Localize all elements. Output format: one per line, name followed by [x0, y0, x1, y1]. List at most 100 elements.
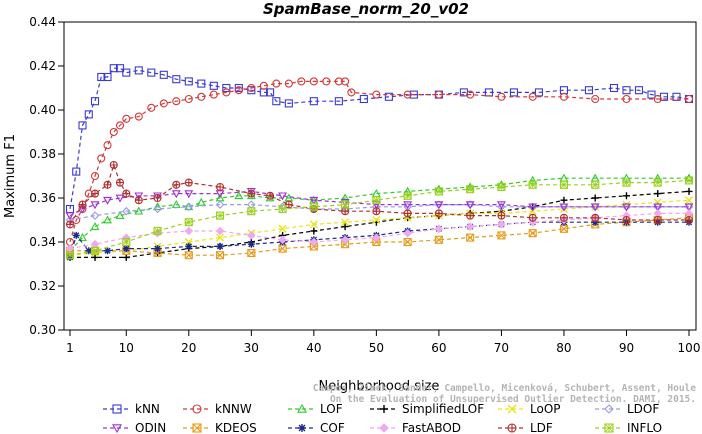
data-point	[297, 77, 306, 86]
data-point	[90, 221, 100, 230]
data-point	[184, 190, 194, 199]
series-line	[69, 67, 690, 210]
data-point	[65, 220, 75, 229]
data-point	[466, 90, 475, 99]
data-point	[72, 231, 80, 239]
data-point	[634, 86, 644, 95]
data-point	[434, 90, 443, 99]
data-point	[309, 237, 319, 247]
legend-item-knn: kNN	[103, 402, 160, 416]
data-point	[528, 92, 537, 101]
data-point	[528, 180, 537, 189]
legend-item-inflo: INFLO	[595, 421, 662, 434]
data-point	[272, 97, 281, 106]
data-point	[122, 245, 130, 253]
data-point	[65, 251, 75, 260]
series-line	[70, 217, 690, 256]
data-point	[78, 200, 87, 209]
y-axis-label: Maximum F1	[3, 134, 18, 218]
data-point	[122, 253, 130, 261]
legend-item-fastabod: FastABOD	[370, 421, 461, 434]
data-point	[97, 154, 106, 163]
data-point	[153, 202, 162, 211]
plot-frame	[63, 21, 697, 331]
y-tick-label: 0.44	[29, 15, 56, 29]
data-point	[247, 86, 256, 95]
data-point	[159, 70, 168, 79]
data-point	[434, 224, 444, 234]
legend-label: LDF	[530, 421, 553, 434]
data-point	[434, 201, 444, 210]
data-point	[153, 226, 162, 236]
data-point	[246, 191, 256, 200]
data-point	[384, 92, 393, 101]
series-odin	[65, 188, 694, 221]
legend-label: LDOF	[627, 402, 659, 416]
data-point	[215, 226, 225, 236]
data-point	[559, 92, 568, 101]
data-point	[622, 86, 631, 95]
data-point	[591, 218, 599, 226]
data-point	[653, 198, 662, 207]
legend-item-odin: ODIN	[103, 421, 166, 434]
data-point	[184, 202, 194, 212]
legend: kNN kNNW LOF SimplifiedLOF LoOP LDOF ODIN KDEOS…	[103, 402, 662, 434]
data-point	[154, 245, 162, 253]
data-point	[340, 235, 350, 245]
data-point	[147, 103, 156, 112]
data-point	[298, 424, 306, 432]
data-point	[622, 178, 631, 187]
data-point	[380, 405, 388, 413]
data-point	[171, 190, 181, 199]
data-point	[497, 92, 506, 101]
data-point	[403, 90, 412, 99]
data-point	[684, 215, 694, 225]
data-point	[196, 197, 206, 206]
data-point	[172, 180, 181, 189]
data-point	[297, 403, 307, 413]
data-point	[185, 242, 193, 250]
data-point	[403, 213, 412, 222]
data-point	[103, 196, 112, 205]
data-point	[216, 242, 224, 250]
data-point	[341, 77, 350, 86]
data-point	[172, 97, 181, 106]
data-point	[90, 239, 100, 249]
data-point	[559, 180, 568, 189]
data-point	[90, 189, 100, 198]
x-axis-label: Neighborhood size	[319, 379, 440, 394]
data-point	[341, 218, 350, 227]
data-point	[684, 94, 694, 104]
chart-title: SpamBase_norm_20_v02	[263, 0, 469, 18]
data-point	[215, 200, 225, 209]
data-point	[309, 196, 319, 205]
data-point	[216, 182, 225, 192]
data-point	[434, 235, 443, 244]
legend-item-ldof: LDOF	[595, 402, 659, 416]
data-point	[109, 64, 118, 73]
data-point	[528, 229, 537, 238]
data-point	[534, 88, 543, 97]
data-point	[266, 88, 275, 97]
data-point	[109, 127, 118, 137]
data-point	[134, 112, 143, 121]
legend-item-ldf: LDF	[498, 421, 553, 434]
data-point	[247, 83, 256, 93]
data-point	[685, 187, 693, 195]
legend-item-cof: COF	[288, 421, 345, 434]
data-point	[559, 203, 569, 212]
data-point	[653, 215, 662, 225]
data-point	[115, 121, 125, 130]
data-point	[403, 209, 412, 218]
data-point	[341, 223, 349, 231]
data-point	[121, 206, 131, 216]
data-point	[115, 64, 125, 73]
legend-label: ODIN	[135, 421, 166, 434]
data-point	[272, 79, 281, 88]
data-point	[184, 77, 193, 86]
y-tick-label: 0.38	[29, 147, 56, 161]
data-point	[222, 88, 231, 97]
data-point	[278, 224, 287, 233]
data-point	[507, 423, 517, 433]
x-tick-label: 90	[619, 341, 634, 355]
